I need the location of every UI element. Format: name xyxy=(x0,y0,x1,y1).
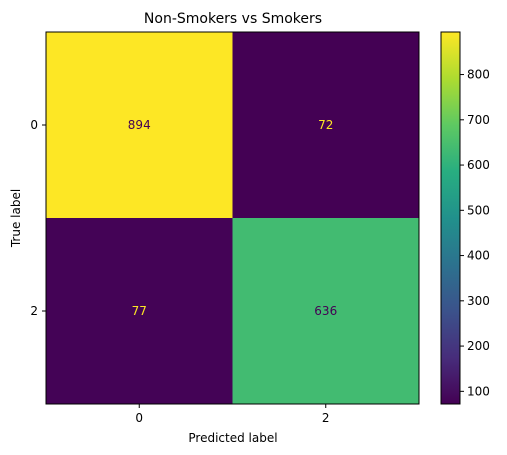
heatmap-cell xyxy=(46,218,233,405)
cell-value-label: 636 xyxy=(314,304,337,318)
colorbar-tick-label: 300 xyxy=(467,294,490,308)
colorbar xyxy=(440,31,461,405)
cell-value-label: 77 xyxy=(132,304,147,318)
colorbar-tick-label: 400 xyxy=(467,249,490,263)
y-tick-label: 2 xyxy=(30,304,38,318)
x-tick-label: 0 xyxy=(135,411,143,425)
colorbar-tick-label: 500 xyxy=(467,203,490,217)
colorbar-tick-label: 600 xyxy=(467,158,490,172)
cell-value-label: 894 xyxy=(128,118,151,132)
heatmap-cell xyxy=(232,218,420,405)
y-tick-label: 0 xyxy=(30,118,38,132)
colorbar-ticks: 100 200 300 400 500 600 700 800 xyxy=(460,68,490,398)
x-axis-label: Predicted label xyxy=(188,431,277,445)
chart-title: Non-Smokers vs Smokers xyxy=(144,11,322,27)
colorbar-tick-label: 100 xyxy=(467,384,490,398)
heatmap-cell xyxy=(232,32,420,219)
x-tick-label: 2 xyxy=(322,411,330,425)
colorbar-tick-label: 700 xyxy=(467,113,490,127)
heatmap-cell xyxy=(46,32,233,219)
y-axis-label: True label xyxy=(9,189,23,248)
colorbar-tick-label: 800 xyxy=(467,68,490,82)
y-axis-ticks: 02 xyxy=(30,118,46,318)
heatmap-cells: 894 72 77 636 xyxy=(46,32,420,405)
plot-frame xyxy=(45,31,420,405)
cell-value-label: 72 xyxy=(318,118,333,132)
colorbar-tick-label: 200 xyxy=(467,339,490,353)
